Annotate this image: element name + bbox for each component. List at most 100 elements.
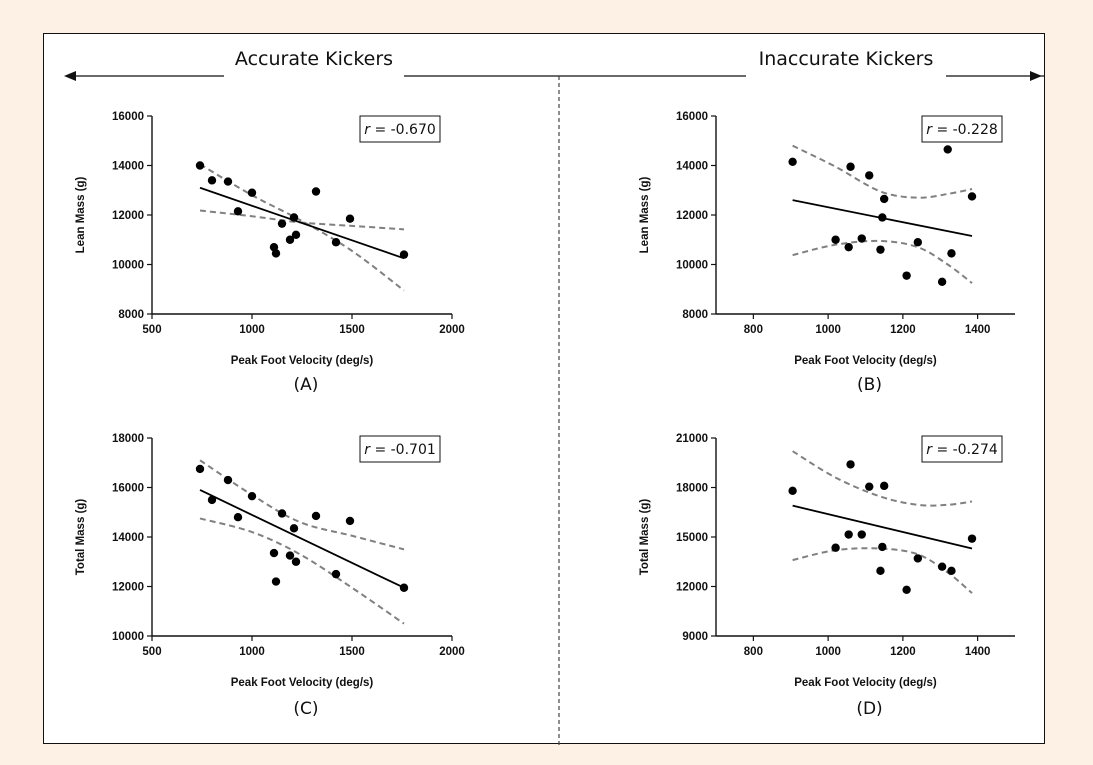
data-point	[844, 242, 853, 252]
data-point	[878, 542, 887, 552]
data-point	[399, 250, 409, 259]
data-point	[345, 214, 355, 223]
inaccurate-kickers-title: Inaccurate Kickers	[759, 48, 934, 70]
data-point	[195, 161, 205, 170]
y-tick-label: 12000	[112, 582, 144, 594]
data-point	[291, 557, 301, 566]
data-point	[269, 548, 279, 558]
r-annotation: r = -0.228	[926, 122, 998, 138]
data-point	[233, 207, 243, 216]
r-annotation-box	[921, 115, 1003, 143]
r-annotation-box	[921, 435, 1003, 463]
ci-band-lower	[199, 163, 405, 292]
data-point	[876, 245, 885, 254]
y-tick-label: 14000	[112, 161, 144, 173]
x-tick-label: 1400	[965, 324, 991, 336]
data-point	[844, 530, 853, 539]
x-tick-label: 1500	[339, 324, 365, 336]
data-point	[937, 277, 947, 287]
data-point	[223, 475, 233, 485]
y-tick-label: 10000	[676, 260, 708, 272]
panel-label: (D)	[856, 699, 882, 719]
data-point	[831, 543, 840, 552]
x-tick-label: 1000	[815, 646, 841, 658]
data-point	[902, 271, 911, 280]
data-point	[247, 188, 257, 197]
data-point	[878, 213, 887, 222]
y-axis-title: Lean Mass (g)	[639, 176, 651, 253]
x-axis-title: Peak Foot Velocity (deg/s)	[794, 355, 937, 367]
y-tick-label: 15000	[676, 532, 708, 544]
ci-band-upper	[199, 459, 405, 551]
y-axis-title: Total Mass (g)	[639, 499, 651, 576]
regression-line	[792, 504, 973, 550]
data-point	[271, 249, 281, 258]
x-axis-title: Peak Foot Velocity (deg/s)	[231, 677, 374, 689]
data-point	[331, 238, 341, 247]
regression-line	[199, 489, 405, 589]
y-tick-label: 14000	[676, 161, 708, 173]
data-point	[913, 238, 923, 247]
x-tick-label: 800	[744, 324, 763, 336]
data-point	[846, 162, 855, 171]
ci-band-lower	[792, 239, 973, 284]
y-tick-label: 10000	[112, 260, 144, 272]
data-point	[879, 194, 889, 204]
y-tick-label: 12000	[676, 582, 708, 594]
r-annotation-box	[359, 435, 441, 463]
data-point	[876, 566, 885, 576]
data-point	[902, 585, 911, 594]
data-point	[331, 569, 341, 579]
data-point	[937, 562, 947, 571]
panel-c: 10000 12000 14000 16000 18000 500 1000 1500 2000…	[75, 433, 465, 719]
x-tick-label: 1200	[890, 324, 916, 336]
panel-b: 8000 10000 12000 14000 16000 800 1000 1200 1400 P…	[639, 111, 1015, 395]
data-point	[865, 482, 874, 491]
r-annotation: r = -0.670	[364, 122, 436, 138]
data-point	[943, 145, 952, 154]
accurate-kickers-title: Accurate Kickers	[235, 48, 393, 70]
ci-band-lower	[199, 517, 405, 625]
data-point	[277, 509, 287, 518]
data-point	[831, 235, 840, 244]
y-tick-label: 8000	[118, 309, 144, 321]
data-point	[311, 511, 321, 521]
x-tick-label: 2000	[439, 324, 465, 336]
x-axis-title: Peak Foot Velocity (deg/s)	[231, 355, 374, 367]
data-point	[913, 554, 923, 563]
data-point	[289, 213, 299, 222]
data-point	[788, 157, 797, 166]
y-tick-label: 21000	[676, 433, 708, 445]
regression-line	[199, 186, 405, 260]
data-point	[233, 513, 243, 522]
y-tick-label: 8000	[682, 309, 708, 321]
data-point	[345, 516, 355, 526]
data-point	[846, 460, 855, 469]
data-point	[967, 534, 977, 543]
y-tick-label: 12000	[112, 210, 144, 222]
data-point	[967, 192, 977, 201]
panel-label: (C)	[293, 699, 318, 719]
data-point	[788, 486, 797, 495]
data-point	[291, 230, 301, 239]
data-point	[399, 583, 409, 592]
data-point	[195, 464, 205, 474]
data-point	[947, 249, 956, 258]
x-tick-label: 1000	[239, 646, 265, 658]
data-point	[207, 176, 217, 185]
y-tick-label: 18000	[112, 433, 144, 445]
x-tick-label: 1500	[339, 646, 365, 658]
panel-d: 9000 12000 15000 18000 21000 800 1000 1200 1400 P…	[639, 433, 1015, 719]
data-point	[285, 551, 295, 560]
y-axis-title: Total Mass (g)	[75, 499, 87, 576]
x-tick-label: 500	[142, 646, 161, 658]
y-tick-label: 10000	[112, 631, 144, 643]
data-point	[289, 524, 299, 533]
ci-band-upper	[792, 144, 973, 199]
y-tick-label: 16000	[112, 483, 144, 495]
ci-band-upper	[792, 450, 973, 507]
data-point	[857, 530, 866, 539]
figure-frame: Accurate Kickers Inaccurate Kickers 8000…	[43, 33, 1045, 745]
figure-canvas: Accurate Kickers Inaccurate Kickers 8000…	[64, 48, 1044, 745]
data-point	[947, 566, 956, 576]
